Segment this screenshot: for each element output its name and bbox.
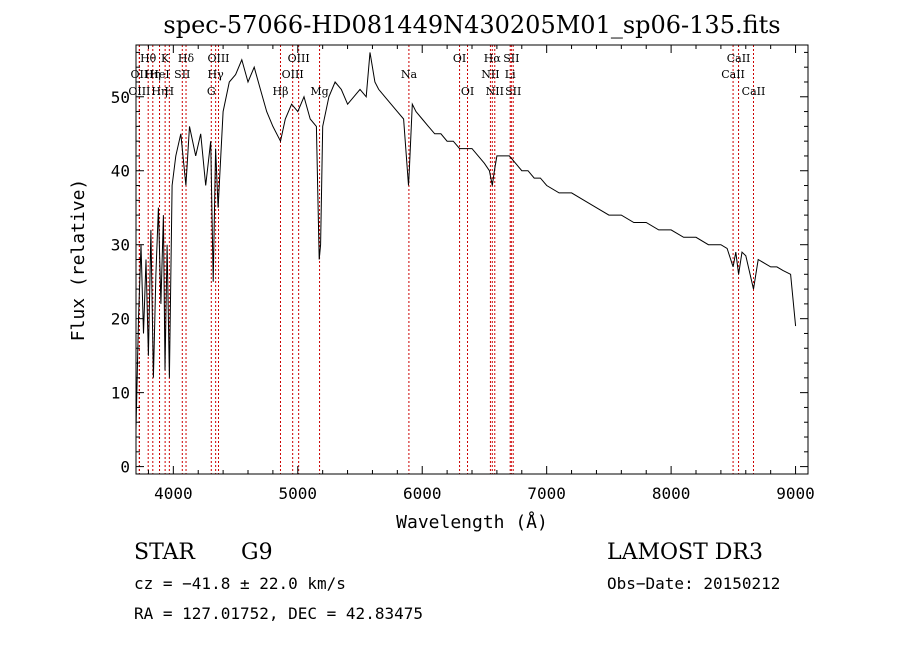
spectrum-line	[135, 52, 797, 430]
line-label: CaII	[721, 68, 745, 81]
y-tick-label: 20	[111, 310, 130, 329]
survey-name: LAMOST DR3	[607, 540, 763, 565]
redshift-readout: cz = −41.8 ± 22.0 km/s	[134, 574, 346, 593]
y-axis-label: Flux (relative)	[68, 179, 89, 342]
coordinates-readout: RA = 127.01752, DEC = 42.83475	[134, 604, 423, 623]
x-axis-label: Wavelength (Å)	[396, 511, 548, 533]
x-tick-label: 9000	[776, 484, 815, 503]
line-label: CaII	[727, 52, 751, 65]
line-label: H	[165, 85, 175, 98]
emission-line-markers	[138, 45, 754, 474]
plot-frame	[135, 44, 809, 475]
line-label: OI	[461, 85, 474, 98]
line-label: OIII	[288, 52, 310, 65]
x-tick-label: 5000	[279, 484, 318, 503]
x-tick-label: 6000	[403, 484, 442, 503]
line-label: Hθ	[140, 52, 157, 65]
line-label: G	[207, 85, 216, 98]
line-label: Hγ	[208, 68, 225, 81]
x-axis: 4000 5000 6000 7000 8000 9000	[147, 45, 815, 503]
line-label: HeI	[149, 68, 169, 81]
line-label: SII	[174, 68, 190, 81]
line-label: K	[161, 52, 170, 65]
object-class: STAR	[134, 540, 195, 565]
line-label: Hδ	[178, 52, 195, 65]
line-label: Mg	[310, 85, 328, 98]
line-label: SII	[503, 52, 519, 65]
x-tick-label: 4000	[154, 484, 193, 503]
chart-title: spec-57066-HD081449N430205M01_sp06-135.f…	[163, 11, 780, 39]
line-label: Hη	[145, 68, 161, 81]
y-tick-label: 50	[111, 88, 130, 107]
line-label: Hβ	[273, 85, 289, 98]
y-tick-label: 0	[120, 458, 130, 477]
line-label: NII	[486, 85, 504, 98]
y-tick-label: 40	[111, 162, 130, 181]
line-label: OI	[453, 52, 466, 65]
x-tick-label: 7000	[527, 484, 566, 503]
observation-date: Obs−Date: 20150212	[607, 574, 781, 593]
line-label: OII	[131, 68, 149, 81]
line-label: Hα	[484, 52, 502, 65]
line-label: CaII	[742, 85, 766, 98]
line-label: OIII	[282, 68, 304, 81]
y-tick-label: 10	[111, 384, 130, 403]
line-label: SII	[505, 85, 521, 98]
line-label: Li	[505, 68, 516, 81]
line-label: OIII	[128, 85, 150, 98]
line-label: OIII	[207, 52, 229, 65]
line-label: Hη	[151, 85, 167, 98]
spectral-subclass: G9	[241, 540, 273, 565]
line-label: Na	[401, 68, 418, 81]
y-tick-label: 30	[111, 236, 130, 255]
y-axis: 0 10 20 30 40 50	[111, 51, 808, 477]
x-tick-label: 8000	[652, 484, 691, 503]
line-label: NII	[481, 68, 499, 81]
